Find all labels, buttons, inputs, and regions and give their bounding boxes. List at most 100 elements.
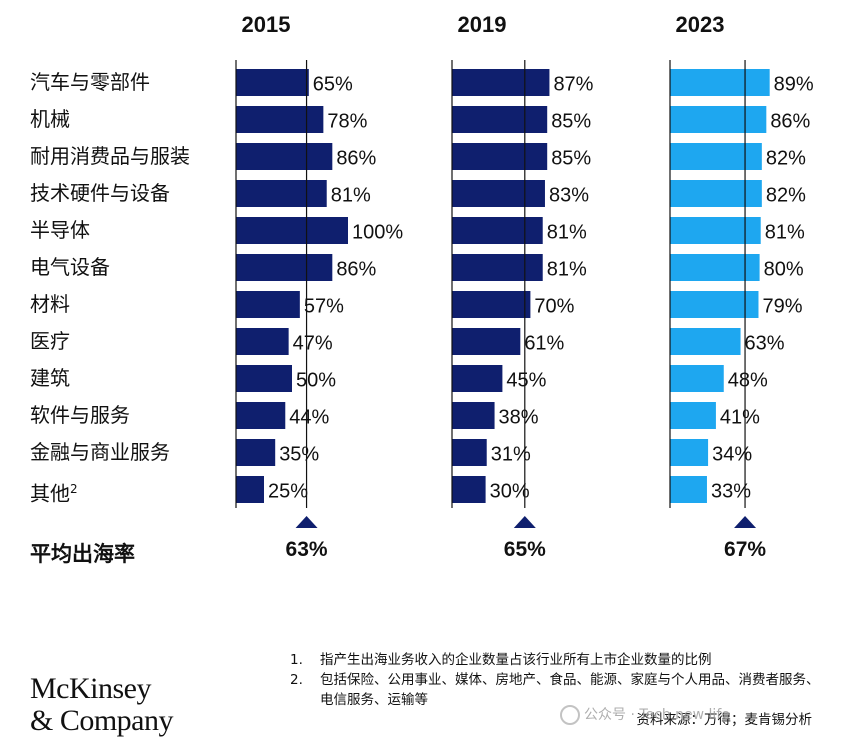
value-label: 80% [764, 259, 804, 281]
footnote-text: 包括保险、公用事业、媒体、房地产、食品、能源、家庭与个人用品、消费者服务、电信服… [320, 672, 820, 708]
bar [452, 291, 531, 318]
bar [236, 180, 327, 207]
value-label: 41% [720, 407, 760, 429]
bar [670, 291, 759, 318]
bar [452, 217, 543, 244]
value-label: 85% [551, 111, 591, 133]
bar [236, 254, 333, 281]
footnote-number: 2. [290, 672, 303, 688]
value-label: 63% [745, 333, 785, 355]
value-label: 33% [711, 481, 751, 503]
bar [452, 328, 521, 355]
year-title: 2015 [241, 12, 291, 37]
category-label: 医疗 [30, 329, 70, 353]
value-label: 82% [766, 148, 806, 170]
average-value: 65% [503, 538, 546, 561]
value-label: 31% [491, 444, 531, 466]
footnote-marker: 2 [70, 482, 78, 496]
mckinsey-logo-line2: & Company [30, 704, 174, 737]
value-label: 45% [506, 370, 546, 392]
value-label: 48% [728, 370, 768, 392]
bar [236, 291, 300, 318]
average-value: 63% [285, 538, 328, 561]
value-label: 65% [313, 74, 353, 96]
bar [236, 143, 333, 170]
bar [670, 180, 762, 207]
value-label: 81% [547, 259, 587, 281]
bar [670, 106, 767, 133]
bar [452, 476, 486, 503]
value-label: 81% [765, 222, 805, 244]
value-label: 86% [336, 259, 376, 281]
value-label: 35% [279, 444, 319, 466]
value-label: 38% [499, 407, 539, 429]
value-label: 78% [327, 111, 367, 133]
footnote-number: 1. [290, 652, 303, 668]
bar [236, 217, 348, 244]
source-note: 资料来源：万得；麦肯锡分析 [636, 712, 813, 728]
value-label: 34% [712, 444, 752, 466]
bar [236, 328, 289, 355]
value-label: 87% [553, 74, 593, 96]
bar [236, 476, 264, 503]
value-label: 57% [304, 296, 344, 318]
bar [670, 143, 762, 170]
bar [452, 365, 503, 392]
value-label: 79% [762, 296, 802, 318]
category-label: 电气设备 [30, 255, 110, 279]
footnote-2: 2. 包括保险、公用事业、媒体、房地产、食品、能源、家庭与个人用品、消费者服务、… [290, 670, 830, 710]
watermark-text: 公众号 · Tech new life [584, 707, 730, 723]
category-label: 建筑 [30, 366, 70, 390]
value-label: 86% [770, 111, 810, 133]
value-label: 82% [766, 185, 806, 207]
bar [452, 402, 495, 429]
value-label: 85% [551, 148, 591, 170]
bar [236, 439, 276, 466]
bar [670, 217, 761, 244]
value-label: 30% [490, 481, 530, 503]
value-label: 86% [336, 148, 376, 170]
value-label: 44% [289, 407, 329, 429]
bar [236, 69, 309, 96]
wechat-icon [560, 705, 580, 725]
bar [670, 365, 724, 392]
watermark: 公众号 · Tech new life [560, 704, 730, 725]
value-label: 47% [293, 333, 333, 355]
bar [670, 402, 716, 429]
value-label: 81% [547, 222, 587, 244]
bar [236, 402, 286, 429]
category-label: 材料 [30, 292, 70, 316]
bar [670, 254, 760, 281]
average-value: 67% [724, 538, 767, 561]
bar [452, 106, 548, 133]
bar [236, 365, 292, 392]
value-label: 100% [352, 222, 403, 244]
year-title: 2023 [675, 12, 725, 37]
value-label: 61% [524, 333, 564, 355]
bar [236, 106, 324, 133]
average-marker-icon [513, 516, 536, 528]
category-label: 汽车与零部件 [30, 70, 150, 94]
value-label: 83% [549, 185, 589, 207]
footnote-text: 指产生出海业务收入的企业数量占该行业所有上市企业数量的比例 [320, 652, 712, 668]
bar [670, 69, 770, 96]
average-marker-icon [295, 516, 318, 528]
bar [452, 439, 487, 466]
bar [452, 143, 548, 170]
average-label: 平均出海率 [30, 542, 135, 566]
category-label: 机械 [30, 107, 70, 131]
bar [452, 69, 550, 96]
value-label: 25% [268, 481, 308, 503]
category-label: 技术硬件与设备 [30, 181, 170, 205]
category-label: 其他2 [30, 481, 78, 506]
mckinsey-logo-line1: McKinsey [30, 672, 151, 705]
bar [452, 180, 545, 207]
value-label: 81% [331, 185, 371, 207]
category-label: 软件与服务 [30, 403, 130, 427]
year-title: 2019 [457, 12, 507, 37]
category-label: 耐用消费品与服装 [30, 144, 190, 168]
value-label: 50% [296, 370, 336, 392]
average-marker-icon [734, 516, 757, 528]
value-label: 89% [774, 74, 814, 96]
